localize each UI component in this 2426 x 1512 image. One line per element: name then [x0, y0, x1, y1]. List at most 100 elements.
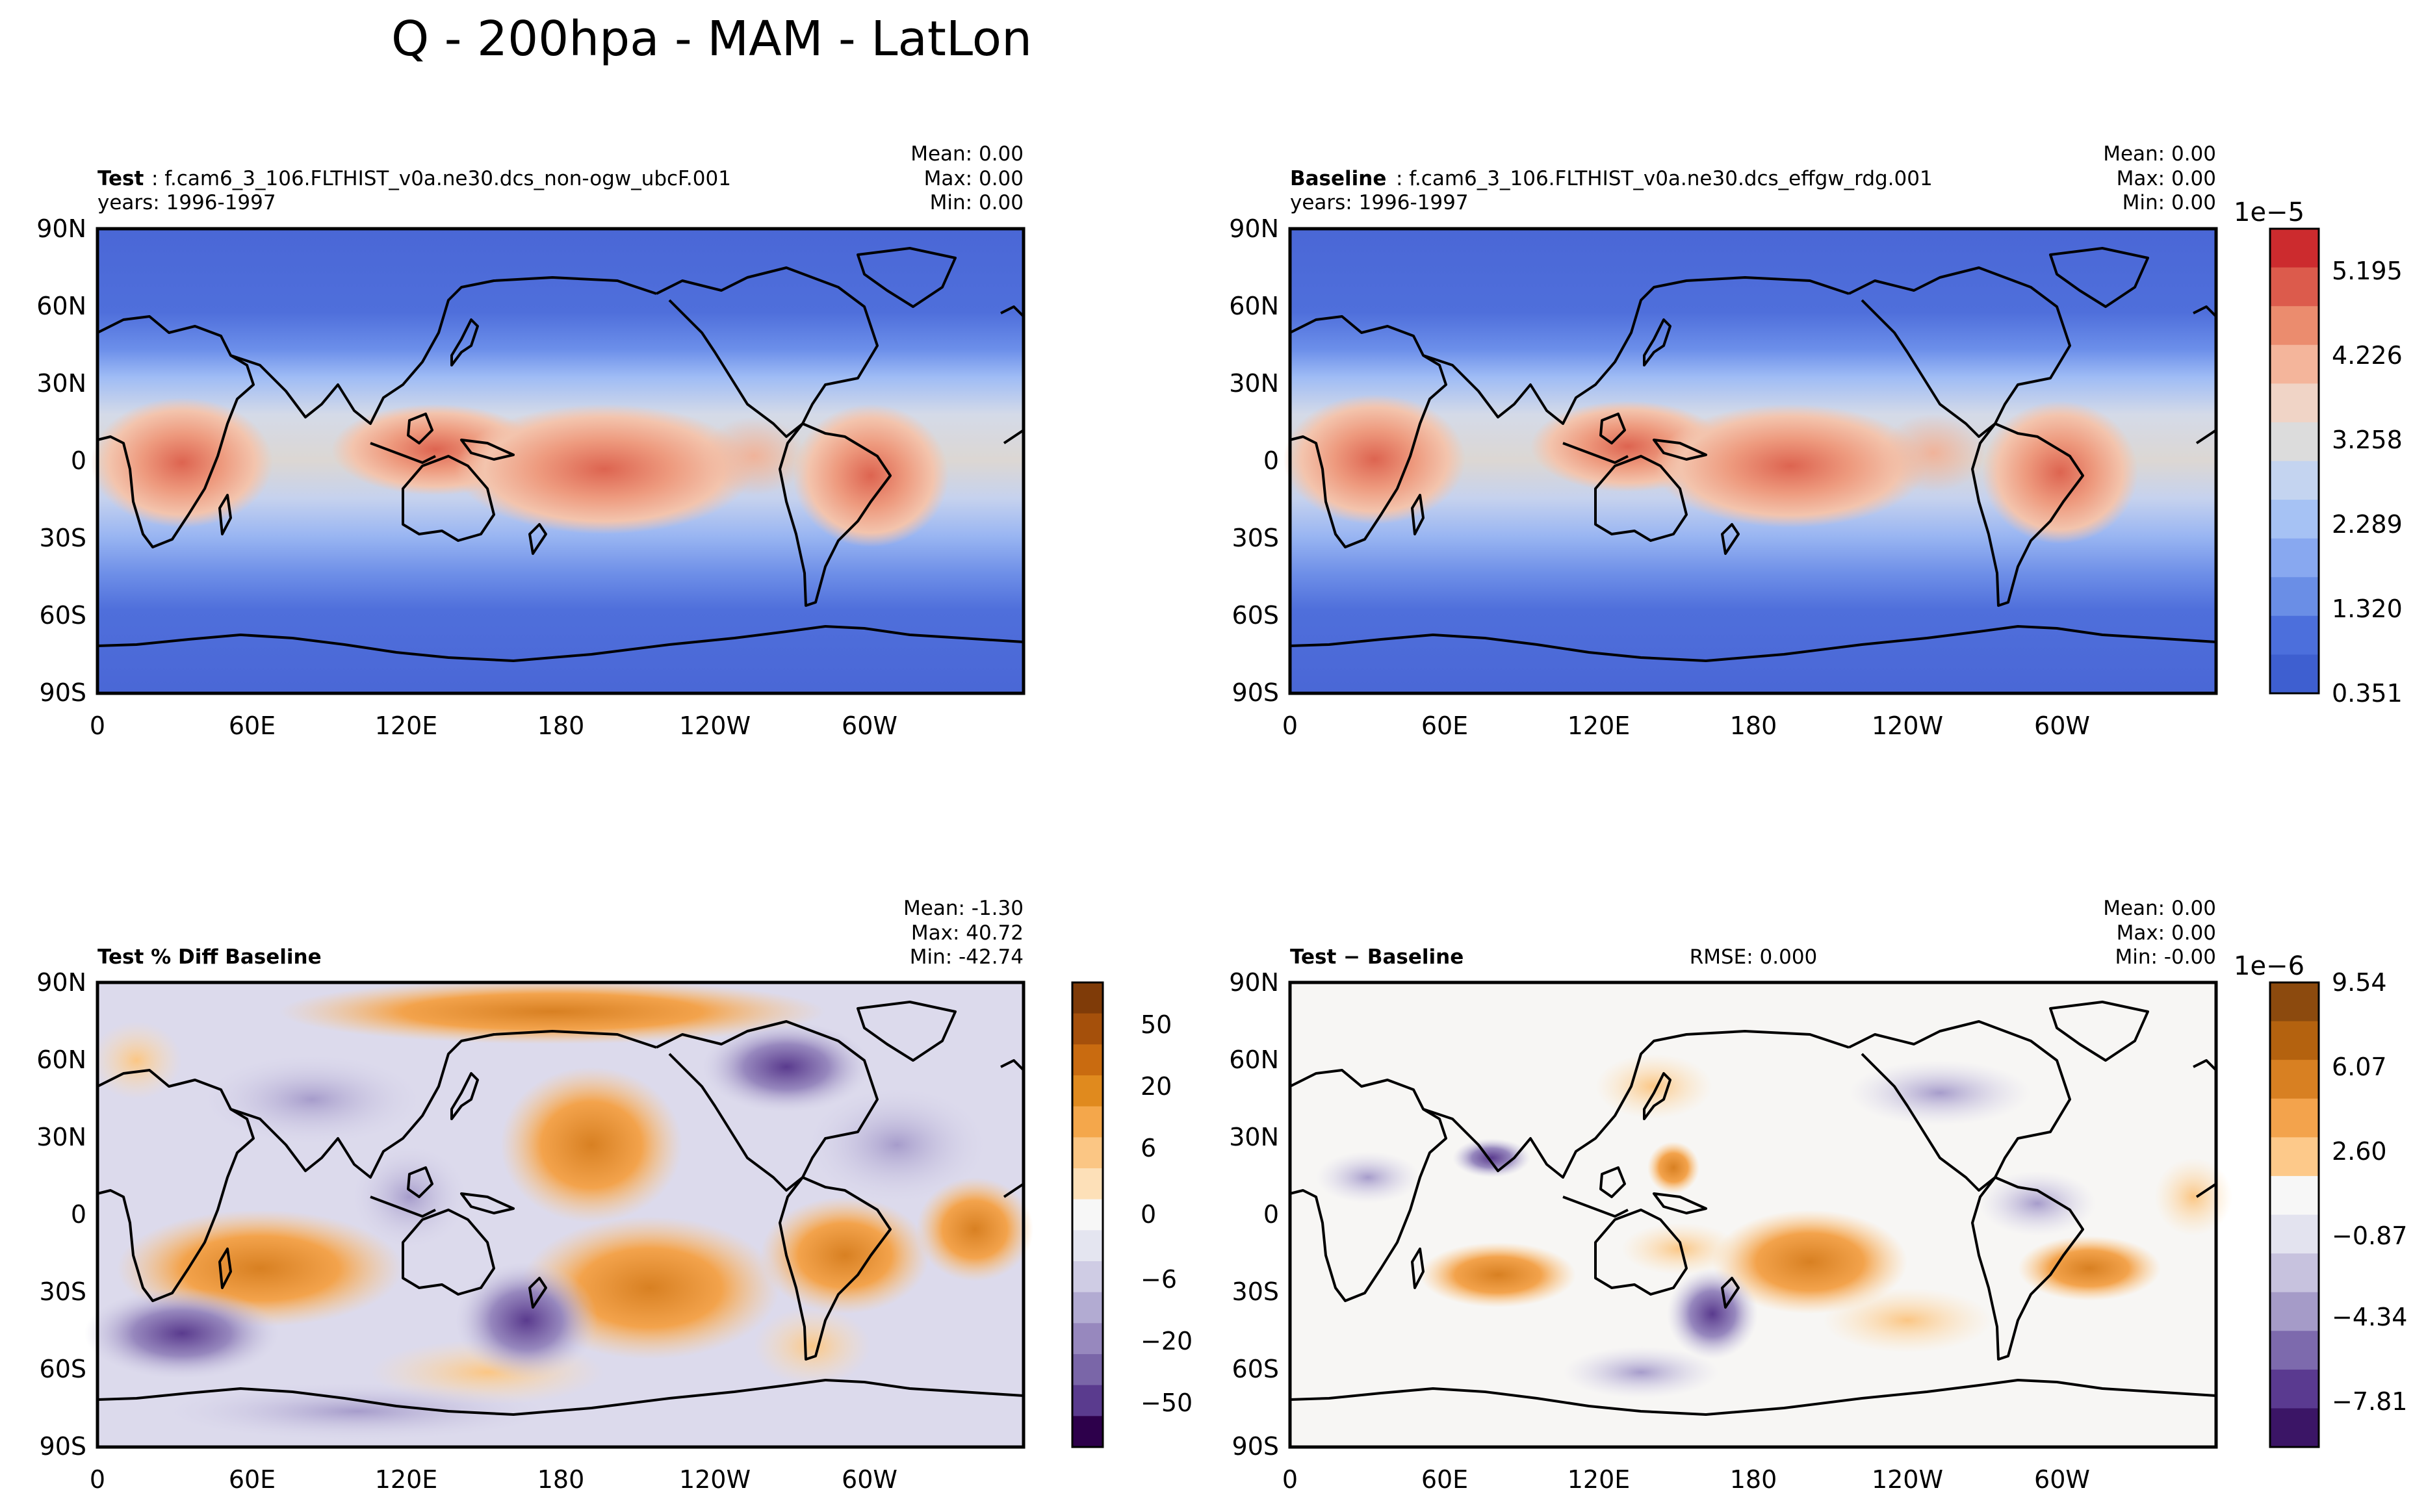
colorbar-swatch: [1072, 1230, 1103, 1262]
y-axis: 90N 60N 30N 0 30S 60S 90S: [36, 214, 86, 707]
colorbar-swatch: [2270, 1137, 2319, 1177]
colorbar-swatch: [1072, 1044, 1103, 1076]
colorbar-tick: 6.07: [2332, 1053, 2387, 1081]
map-frame: [96, 227, 1026, 695]
x-tick-label: 120E: [375, 711, 438, 740]
x-tick-label: 180: [537, 1465, 585, 1494]
panel-label-text: : f.cam6_3_106.FLTHIST_v0a.ne30.dcs_effg…: [1396, 167, 1933, 190]
colorbar-swatch: [2270, 1253, 2319, 1293]
y-tick-label: 90S: [40, 678, 86, 707]
field-anomaly-positive: [1712, 1210, 1907, 1314]
colorbar-swatch: [2270, 1214, 2319, 1254]
field-anomaly-negative: [84, 1288, 279, 1379]
field-warm: [1881, 414, 1985, 492]
panel-label-bold: Test: [97, 167, 144, 190]
colorbar-swatch: [1072, 1323, 1103, 1355]
x-tick-label: 180: [1730, 1465, 1777, 1494]
colorbar-swatch: [2270, 306, 2319, 346]
panel-rmse: RMSE: 0.000: [1690, 945, 1818, 969]
y-tick-label: 60S: [40, 1355, 86, 1383]
y-tick-label: 0: [71, 446, 86, 475]
field-hotspot: [793, 404, 949, 547]
panel-years: years: 1996-1997: [97, 191, 276, 214]
colorbar: 50 20 6 0 −6 −20 −50: [1071, 981, 1193, 1448]
panel-baseline: Baseline : f.cam6_3_106.FLTHIST_v0a.ne30…: [1229, 142, 2403, 740]
x-tick-label: 120W: [679, 711, 751, 740]
x-tick-label: 60E: [1421, 711, 1468, 740]
colorbar: 1e−6 9.54 6.07 2.60 −0.87 −4.34 −7.81: [2234, 951, 2407, 1448]
y-tick-label: 30N: [36, 1123, 86, 1151]
colorbar-swatch: [2270, 1369, 2319, 1409]
colorbar-swatch: [2270, 1098, 2319, 1138]
colorbar-swatch: [2270, 654, 2319, 694]
colorbar-swatch: [2270, 538, 2319, 578]
y-tick-label: 30N: [1229, 1123, 1279, 1151]
colorbar-tick: 3.258: [2332, 426, 2403, 454]
colorbar-swatches: [2269, 227, 2320, 695]
stat-min: Min: 0.00: [2123, 191, 2216, 214]
colorbar-tick: 4.226: [2332, 341, 2403, 370]
field-anomaly-positive: [279, 979, 825, 1044]
figure-title: Q - 200hpa - MAM - LatLon: [391, 11, 1032, 67]
field-anomaly-negative: [1667, 1268, 1758, 1359]
colorbar-swatch: [1072, 1199, 1103, 1231]
colorbar-tick: 0: [1141, 1200, 1156, 1229]
x-tick-label: 120W: [679, 1465, 751, 1494]
field-anomaly-positive: [2154, 1158, 2232, 1236]
colorbar-swatch: [1072, 1137, 1103, 1169]
field-anomaly-negative: [1979, 1171, 2096, 1236]
colorbar-swatch: [1072, 1013, 1103, 1045]
x-axis: 0 60E 120E 180 120W 60W: [90, 711, 897, 740]
field-anomaly-positive: [754, 1307, 871, 1385]
field-anomaly-negative: [162, 1382, 552, 1441]
field-anomaly-negative: [1563, 1346, 1719, 1398]
colorbar-tick: −7.81: [2332, 1387, 2407, 1416]
panel-label-bold: Baseline: [1290, 167, 1386, 190]
y-tick-label: 30S: [1232, 524, 1279, 552]
colorbar-exponent: 1e−6: [2234, 951, 2304, 981]
y-axis: 90N 60N 30N 0 30S 60S 90S: [1229, 968, 1279, 1461]
stat-mean: Mean: -1.30: [903, 897, 1024, 920]
y-tick-label: 60N: [36, 292, 86, 320]
stat-mean: Mean: 0.00: [2103, 897, 2216, 920]
y-axis: 90N 60N 30N 0 30S 60S 90S: [1229, 214, 1279, 707]
x-tick-label: 120W: [1872, 711, 1943, 740]
colorbar-frame: [1071, 981, 1104, 1448]
x-tick-label: 0: [1282, 1465, 1298, 1494]
field-hotspot: [1654, 404, 1927, 528]
panel-pct-diff: Test % Diff Baseline Mean: -1.30 Max: 40…: [36, 897, 1193, 1494]
map-plot-area: [84, 979, 1033, 1449]
colorbar-frame: [2269, 227, 2320, 695]
colorbar: 1e−5 5.195 4.226 3.258 2.289 1.320 0.351: [2234, 198, 2403, 708]
colorbar-swatches: [2269, 981, 2320, 1448]
field-anomaly-positive: [1647, 1142, 1699, 1194]
x-tick-label: 60W: [2034, 711, 2090, 740]
x-tick-label: 60E: [229, 711, 276, 740]
y-tick-label: 30N: [36, 369, 86, 398]
panel-label-bold: Test % Diff Baseline: [97, 945, 322, 969]
x-tick-label: 60E: [1421, 1465, 1468, 1494]
x-axis: 0 60E 120E 180 120W 60W: [1282, 711, 2090, 740]
map-frame: [1288, 227, 2218, 695]
field-hotspot: [1982, 401, 2138, 544]
field-anomaly-negative: [1316, 1151, 1420, 1203]
colorbar-tick: 50: [1141, 1010, 1172, 1039]
y-axis: 90N 60N 30N 0 30S 60S 90S: [36, 968, 86, 1461]
y-tick-label: 90S: [1232, 1432, 1279, 1461]
field-anomaly-positive: [1621, 1223, 1738, 1275]
x-tick-label: 0: [90, 711, 105, 740]
colorbar-swatch: [2270, 1408, 2319, 1448]
field-anomaly-positive: [916, 1177, 1033, 1281]
x-tick-label: 60E: [229, 1465, 276, 1494]
y-tick-label: 30N: [1229, 369, 1279, 398]
x-tick-label: 120E: [1568, 711, 1631, 740]
stat-max: Max: 0.00: [924, 167, 1024, 190]
colorbar-tick: 0.351: [2332, 679, 2403, 708]
colorbar-tick: 2.60: [2332, 1137, 2387, 1166]
stat-min: Min: -0.00: [2115, 945, 2216, 969]
y-tick-label: 90S: [40, 1432, 86, 1461]
colorbar-swatch: [1072, 1385, 1103, 1416]
colorbar-swatch: [1072, 1075, 1103, 1107]
y-tick-label: 0: [1263, 446, 1279, 475]
